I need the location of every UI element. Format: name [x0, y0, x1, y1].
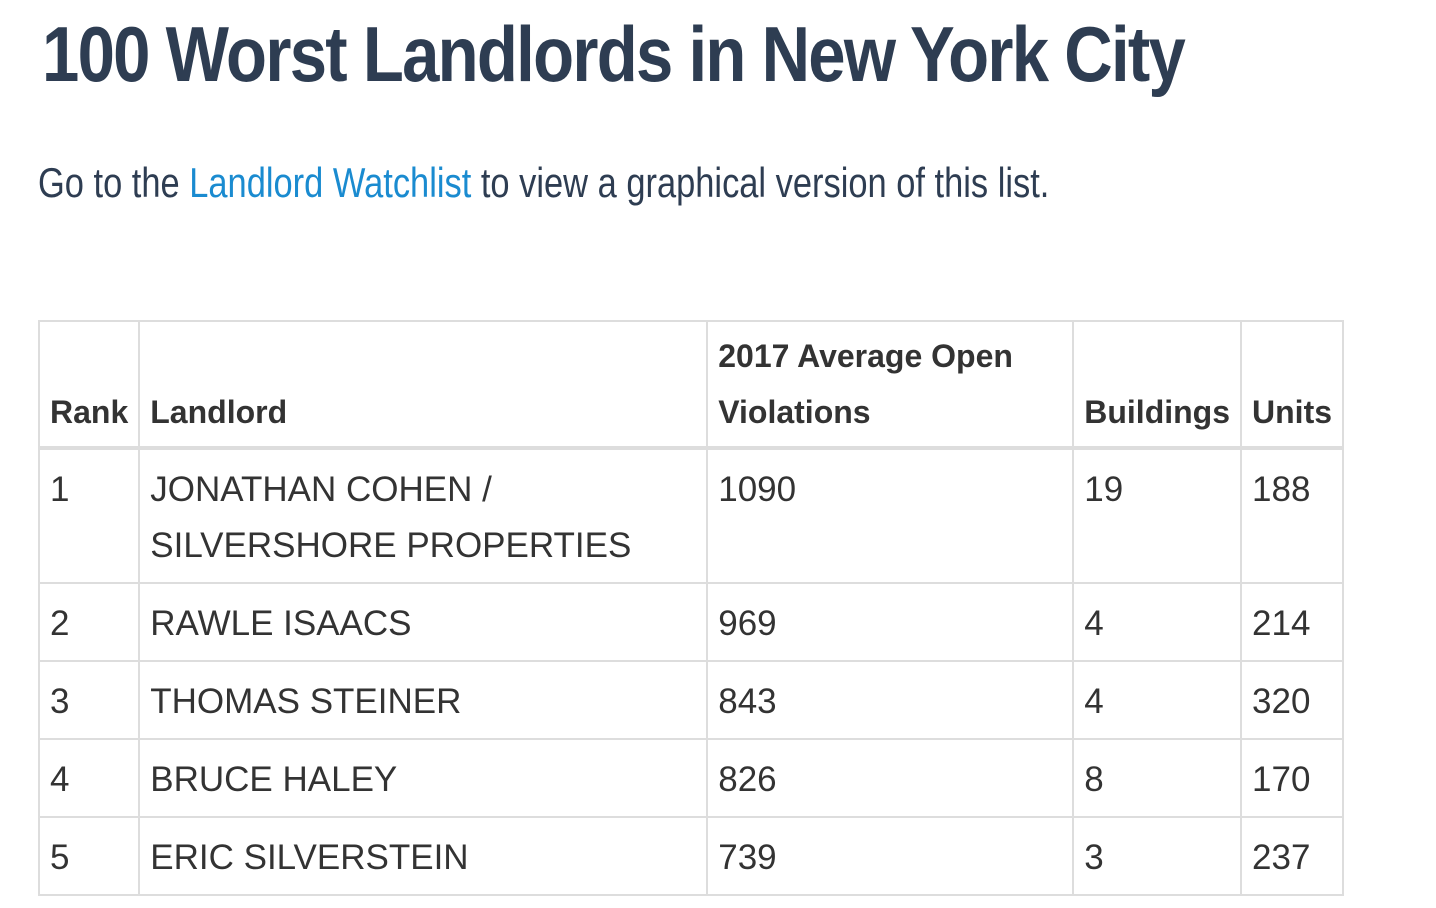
cell-landlord: THOMAS STEINER	[138, 660, 709, 740]
intro-text: Go to the Landlord Watchlist to view a g…	[38, 156, 1049, 210]
cell-rank: 1	[37, 447, 141, 584]
cell-landlord: RAWLE ISAACS	[138, 582, 709, 662]
table-row: 2 RAWLE ISAACS 969 4 214	[37, 582, 1345, 662]
header-rank: Rank	[37, 320, 141, 450]
header-buildings: Buildings	[1072, 320, 1243, 450]
header-landlord: Landlord	[138, 320, 709, 450]
intro-before: Go to the	[38, 159, 190, 206]
cell-rank: 3	[37, 660, 141, 740]
header-violations-line1: 2017 Average Open	[718, 338, 1013, 374]
header-units: Units	[1240, 320, 1345, 450]
table-row: 1 JONATHAN COHEN / SILVERSHORE PROPERTIE…	[37, 447, 1345, 584]
cell-violations: 969	[706, 582, 1075, 662]
cell-units: 320	[1240, 660, 1345, 740]
header-violations-line2: Violations	[718, 394, 871, 430]
cell-landlord: BRUCE HALEY	[138, 738, 709, 818]
table-header-row: Rank Landlord 2017 Average Open Violation…	[37, 320, 1345, 450]
cell-violations: 1090	[706, 447, 1075, 584]
cell-rank: 2	[37, 582, 141, 662]
landlord-watchlist-link[interactable]: Landlord Watchlist	[189, 159, 472, 206]
cell-buildings: 4	[1072, 582, 1243, 662]
landlords-table: Rank Landlord 2017 Average Open Violation…	[37, 320, 1345, 896]
cell-units: 237	[1240, 816, 1345, 896]
cell-units: 188	[1240, 447, 1345, 584]
cell-landlord: ERIC SILVERSTEIN	[138, 816, 709, 896]
cell-violations: 739	[706, 816, 1075, 896]
cell-units: 170	[1240, 738, 1345, 818]
cell-landlord: JONATHAN COHEN / SILVERSHORE PROPERTIES	[138, 447, 709, 584]
table-row: 3 THOMAS STEINER 843 4 320	[37, 660, 1345, 740]
cell-violations: 826	[706, 738, 1075, 818]
cell-buildings: 19	[1072, 447, 1243, 584]
page-title: 100 Worst Landlords in New York City	[42, 10, 1186, 98]
cell-rank: 5	[37, 816, 141, 896]
cell-units: 214	[1240, 582, 1345, 662]
cell-buildings: 3	[1072, 816, 1243, 896]
cell-rank: 4	[37, 738, 141, 818]
table-row: 4 BRUCE HALEY 826 8 170	[37, 738, 1345, 818]
header-violations: 2017 Average Open Violations	[706, 320, 1075, 450]
intro-after: to view a graphical version of this list…	[471, 159, 1050, 206]
cell-buildings: 4	[1072, 660, 1243, 740]
cell-violations: 843	[706, 660, 1075, 740]
cell-buildings: 8	[1072, 738, 1243, 818]
table-row: 5 ERIC SILVERSTEIN 739 3 237	[37, 816, 1345, 896]
